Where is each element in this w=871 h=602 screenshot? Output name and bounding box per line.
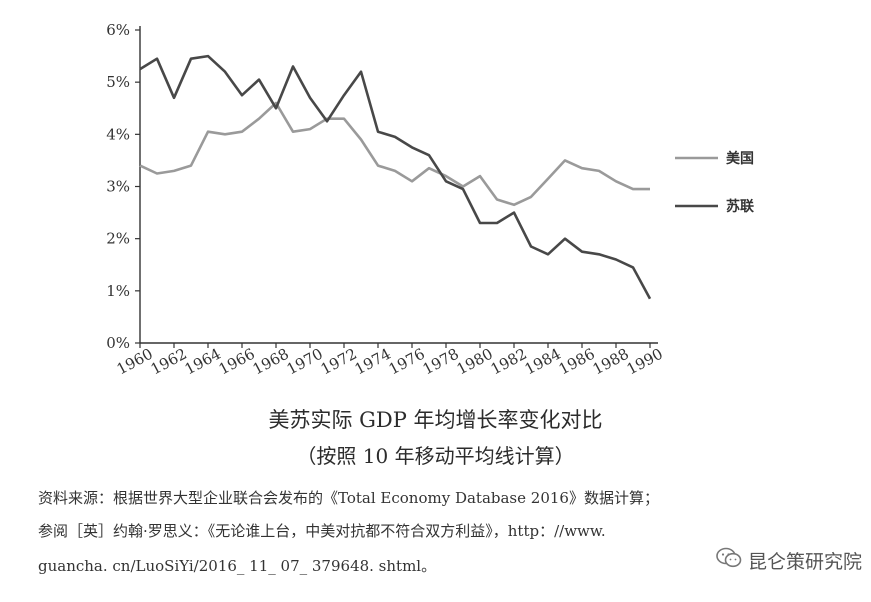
series-line-2 <box>139 54 652 300</box>
source-line-1: 资料来源：根据世界大型企业联合会发布的《Total Economy Databa… <box>38 489 659 507</box>
y-tick-label: 6% <box>106 21 130 39</box>
legend-label: 苏联 <box>726 198 755 215</box>
chart-subtitle: （按照 10 年移动平均线计算） <box>296 444 575 468</box>
y-tick-label: 1% <box>106 282 130 300</box>
series-lines <box>139 54 652 300</box>
y-tick-label: 2% <box>106 230 130 248</box>
legend-label: 美国 <box>726 150 754 167</box>
watermark-text: 昆仑策研究院 <box>748 551 863 573</box>
y-tick-label: 4% <box>106 125 130 143</box>
x-tick-label: 1990 <box>624 345 666 379</box>
series-line-1 <box>139 101 650 207</box>
chart: 0% 1% 2% 3% 4% 5% 6% 1960196219641966196819701… <box>106 21 755 379</box>
source-line-3: guancha. cn/LuoSiYi/2016_ 11_ 07_ 379648… <box>38 557 437 575</box>
wechat-icon <box>716 547 742 574</box>
chart-title: 美苏实际 GDP 年均增长率变化对比 <box>268 408 603 432</box>
y-tick-label: 3% <box>106 178 130 196</box>
y-tick-labels: 0% 1% 2% 3% 4% 5% 6% <box>106 21 130 352</box>
watermark: 昆仑策研究院 <box>716 547 862 574</box>
source-line-2: 参阅［英］约翰·罗思义：《无论谁上台，中美对抗都不符合双方利益》，http：//… <box>38 522 606 540</box>
chart-axes <box>135 26 658 348</box>
x-tick-labels: 1960196219641966196819701972197419761978… <box>114 345 666 379</box>
y-tick-label: 0% <box>106 334 130 352</box>
y-tick-label: 5% <box>106 73 130 91</box>
